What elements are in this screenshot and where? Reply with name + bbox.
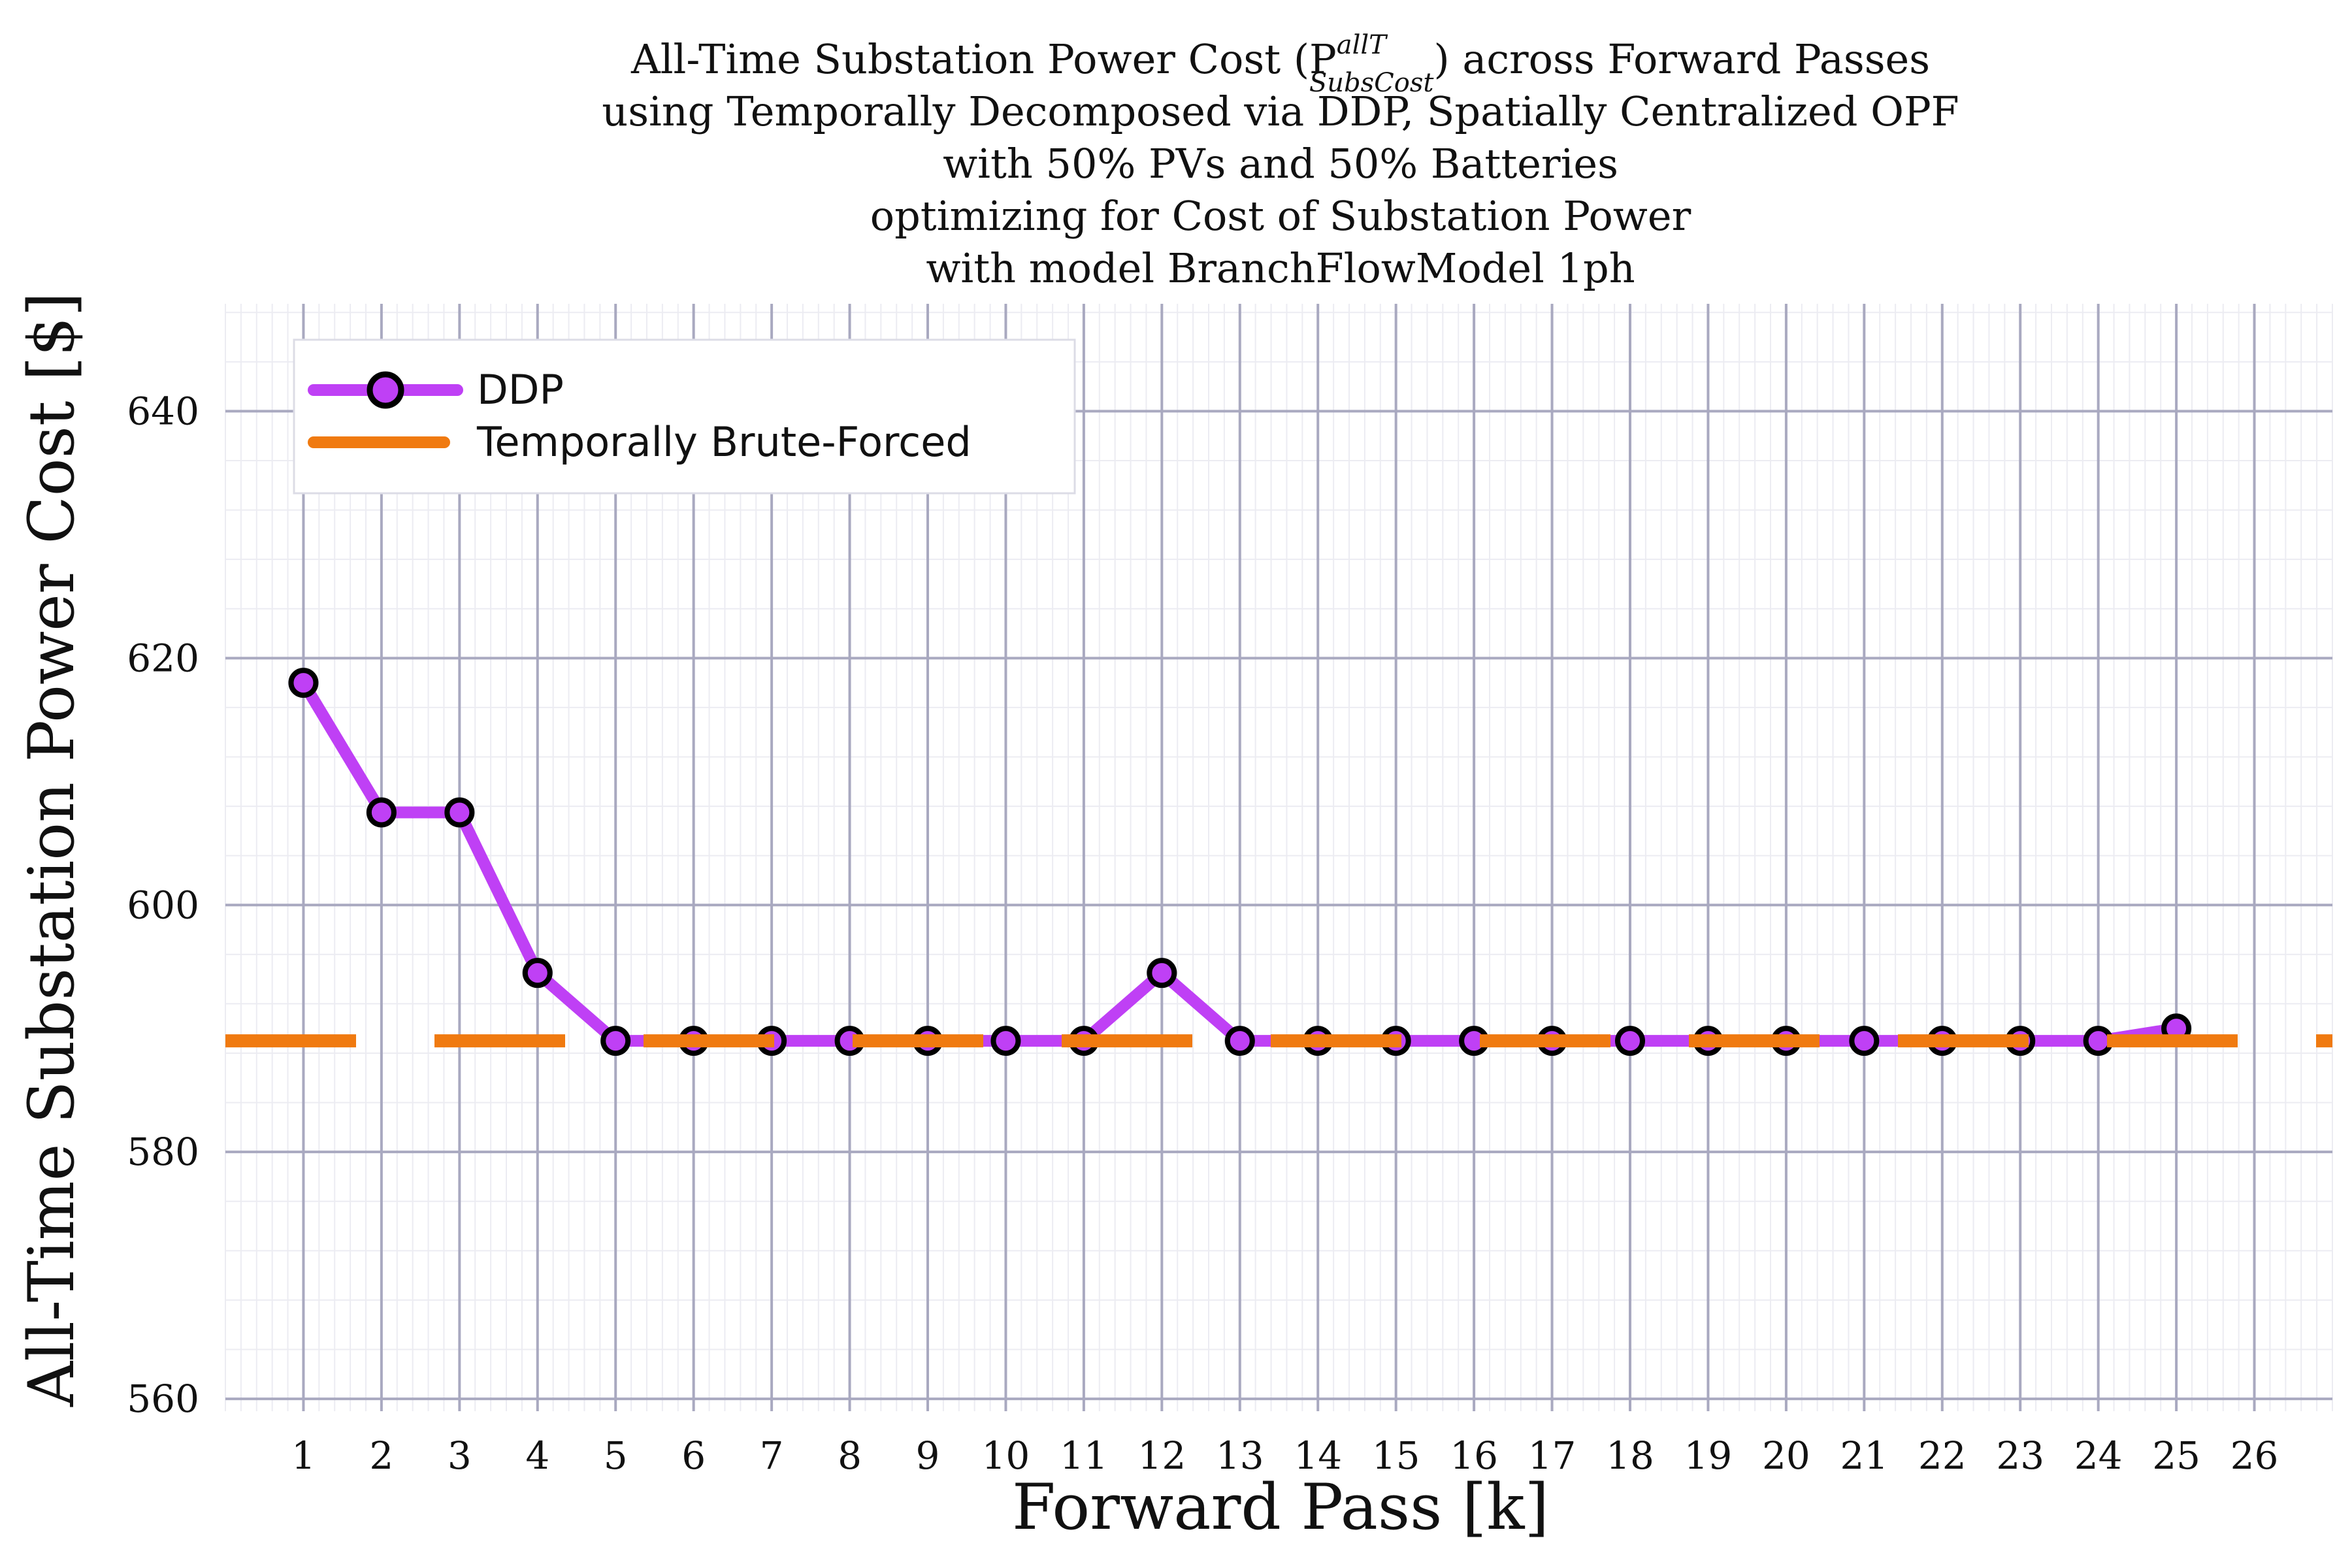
x-tick-label: 14 bbox=[1294, 1433, 1342, 1478]
title-line-1-head: All-Time Substation Power Cost (P bbox=[630, 35, 1337, 83]
legend: DDP Temporally Brute-Forced bbox=[293, 338, 1076, 495]
x-tick-label: 16 bbox=[1450, 1433, 1498, 1478]
title-line-1-tail: ) across Forward Passes bbox=[1433, 35, 1930, 83]
title-symbol-sup: allT bbox=[1337, 30, 1388, 60]
x-tick-label: 4 bbox=[525, 1433, 549, 1478]
legend-brute-force-label: Temporally Brute-Forced bbox=[476, 418, 972, 466]
x-tick-label: 15 bbox=[1372, 1433, 1420, 1478]
chart-title-line-5: with model BranchFlowModel 1ph bbox=[926, 244, 1635, 292]
y-tick-label: 600 bbox=[127, 883, 199, 927]
ddp-marker bbox=[444, 797, 475, 828]
x-tick-label: 19 bbox=[1684, 1433, 1733, 1478]
ddp-marker bbox=[1147, 958, 1177, 988]
y-tick-label: 580 bbox=[127, 1130, 199, 1174]
x-tick-label: 5 bbox=[604, 1433, 628, 1478]
x-tick-label: 3 bbox=[448, 1433, 472, 1478]
ddp-marker bbox=[2083, 1026, 2114, 1056]
chart-title-line-4: optimizing for Cost of Substation Power bbox=[870, 192, 1691, 240]
x-tick-label: 17 bbox=[1528, 1433, 1576, 1478]
x-tick-label: 20 bbox=[1762, 1433, 1810, 1478]
x-tick-label: 24 bbox=[2074, 1433, 2123, 1478]
y-tick-label: 560 bbox=[127, 1377, 199, 1421]
ddp-marker bbox=[1615, 1026, 1645, 1056]
chart-title-line-2: using Temporally Decomposed via DDP, Spa… bbox=[602, 88, 1959, 135]
ddp-marker bbox=[366, 797, 397, 828]
ddp-marker bbox=[288, 668, 319, 698]
chart-title-line-1: All-Time Substation Power Cost (PallT Sub… bbox=[630, 30, 1930, 98]
legend-box bbox=[293, 338, 1076, 495]
ddp-marker bbox=[522, 958, 553, 988]
x-axis-label: Forward Pass [k] bbox=[1012, 1471, 1549, 1544]
x-tick-label: 21 bbox=[1840, 1433, 1888, 1478]
title-symbol-sub: SubsCost bbox=[1309, 68, 1435, 98]
legend-ddp-marker bbox=[367, 371, 404, 409]
x-tick-label: 9 bbox=[916, 1433, 940, 1478]
x-tick-labels: 1 2 3 4 5 6 7 8 9 10 11 12 13 14 15 16 17 18 19 20 21 22 23 24 2… bbox=[291, 1433, 2278, 1478]
x-tick-label: 7 bbox=[760, 1433, 784, 1478]
x-tick-label: 23 bbox=[1996, 1433, 2044, 1478]
x-tick-label: 13 bbox=[1216, 1433, 1264, 1478]
x-tick-label: 1 bbox=[291, 1433, 316, 1478]
x-tick-label: 10 bbox=[982, 1433, 1030, 1478]
x-tick-label: 11 bbox=[1060, 1433, 1108, 1478]
x-tick-label: 2 bbox=[369, 1433, 393, 1478]
x-tick-label: 8 bbox=[838, 1433, 862, 1478]
ddp-marker bbox=[1849, 1026, 1880, 1056]
y-tick-labels: 560 580 600 620 640 bbox=[127, 389, 199, 1421]
x-tick-label: 22 bbox=[1918, 1433, 1967, 1478]
x-tick-label: 12 bbox=[1137, 1433, 1186, 1478]
ddp-marker bbox=[1224, 1026, 1255, 1056]
y-tick-label: 640 bbox=[127, 389, 199, 433]
legend-ddp-label: DDP bbox=[477, 366, 564, 414]
y-tick-label: 620 bbox=[127, 636, 199, 680]
chart-title: All-Time Substation Power Cost (PallT Sub… bbox=[602, 30, 1959, 292]
ddp-marker bbox=[990, 1026, 1021, 1056]
x-tick-label: 18 bbox=[1606, 1433, 1654, 1478]
x-tick-label: 25 bbox=[2152, 1433, 2200, 1478]
y-axis-label: All-Time Substation Power Cost [$] bbox=[15, 292, 88, 1407]
ddp-marker bbox=[600, 1026, 631, 1056]
x-tick-label: 6 bbox=[681, 1433, 706, 1478]
chart-title-line-3: with 50% PVs and 50% Batteries bbox=[943, 140, 1618, 188]
x-tick-label: 26 bbox=[2230, 1433, 2279, 1478]
grid-major bbox=[225, 304, 2332, 1411]
